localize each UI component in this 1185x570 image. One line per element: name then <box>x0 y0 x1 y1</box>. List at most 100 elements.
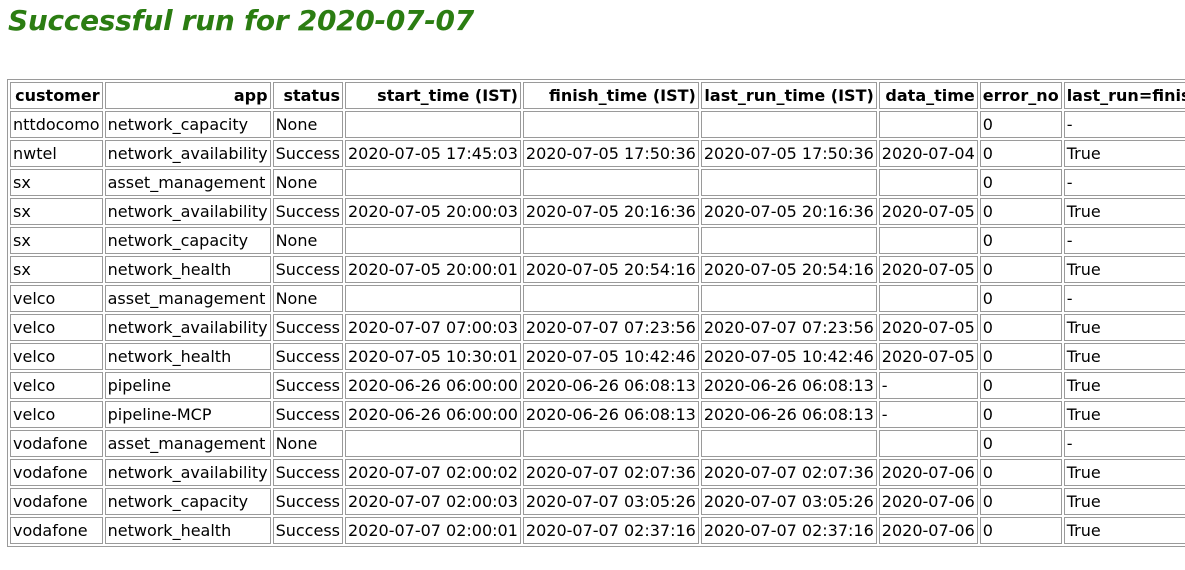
cell-finish-time: 2020-07-05 17:50:36 <box>522 140 699 167</box>
cell-error-no: 0 <box>979 256 1062 283</box>
table-header-row: customer app status start_time (IST) fin… <box>10 82 1185 109</box>
cell-status: Success <box>272 314 343 341</box>
cell-last-run-time: 2020-07-05 20:54:16 <box>700 256 877 283</box>
table-row: sx network_capacity None 0- <box>10 227 1185 254</box>
cell-status: None <box>272 285 343 312</box>
cell-status: Success <box>272 459 343 486</box>
cell-app: asset_management <box>104 169 271 196</box>
cell-data-time: - <box>878 401 978 428</box>
run-status-table: customer app status start_time (IST) fin… <box>7 79 1185 547</box>
cell-data-time <box>878 111 978 138</box>
cell-finish-time <box>522 111 699 138</box>
cell-last-run-time <box>700 430 877 457</box>
cell-finish-time: 2020-07-07 03:05:26 <box>522 488 699 515</box>
cell-start-time <box>344 169 521 196</box>
table-row: vodafone network_availability Success 2020-… <box>10 459 1185 486</box>
cell-start-time: 2020-07-05 20:00:01 <box>344 256 521 283</box>
cell-last-run-finish: True <box>1063 256 1185 283</box>
cell-customer: sx <box>10 169 103 196</box>
cell-last-run-finish: True <box>1063 314 1185 341</box>
table-row: velco network_availability Success 2020-07-… <box>10 314 1185 341</box>
table-row: sx asset_management None 0- <box>10 169 1185 196</box>
cell-start-time: 2020-07-07 02:00:01 <box>344 517 521 544</box>
table-row: vodafone network_health Success 2020-07-07 … <box>10 517 1185 544</box>
cell-last-run-time: 2020-07-05 17:50:36 <box>700 140 877 167</box>
cell-start-time: 2020-06-26 06:00:00 <box>344 401 521 428</box>
cell-start-time: 2020-06-26 06:00:00 <box>344 372 521 399</box>
cell-customer: sx <box>10 256 103 283</box>
cell-error-no: 0 <box>979 401 1062 428</box>
header-last-run-finish: last_run=finish <box>1063 82 1185 109</box>
cell-finish-time <box>522 169 699 196</box>
cell-finish-time: 2020-07-05 10:42:46 <box>522 343 699 370</box>
header-data-time: data_time <box>878 82 978 109</box>
cell-last-run-time: 2020-06-26 06:08:13 <box>700 372 877 399</box>
cell-last-run-finish: True <box>1063 140 1185 167</box>
cell-finish-time <box>522 430 699 457</box>
cell-status: None <box>272 111 343 138</box>
cell-last-run-finish: - <box>1063 285 1185 312</box>
cell-error-no: 0 <box>979 140 1062 167</box>
header-status: status <box>272 82 343 109</box>
cell-finish-time <box>522 285 699 312</box>
cell-app: network_availability <box>104 459 271 486</box>
cell-status: Success <box>272 517 343 544</box>
table-row: vodafone network_capacity Success 2020-07-0… <box>10 488 1185 515</box>
cell-last-run-time: 2020-07-07 03:05:26 <box>700 488 877 515</box>
cell-last-run-finish: True <box>1063 517 1185 544</box>
cell-error-no: 0 <box>979 343 1062 370</box>
header-app: app <box>104 82 271 109</box>
cell-customer: vodafone <box>10 517 103 544</box>
cell-last-run-time: 2020-07-05 20:16:36 <box>700 198 877 225</box>
cell-last-run-finish: - <box>1063 111 1185 138</box>
cell-customer: velco <box>10 314 103 341</box>
table-row: sx network_health Success 2020-07-05 20:00:… <box>10 256 1185 283</box>
cell-data-time: - <box>878 372 978 399</box>
cell-data-time <box>878 285 978 312</box>
cell-status: Success <box>272 198 343 225</box>
cell-app: pipeline <box>104 372 271 399</box>
cell-app: pipeline-MCP <box>104 401 271 428</box>
cell-start-time: 2020-07-07 02:00:02 <box>344 459 521 486</box>
cell-start-time: 2020-07-05 17:45:03 <box>344 140 521 167</box>
cell-last-run-finish: - <box>1063 430 1185 457</box>
cell-app: network_health <box>104 343 271 370</box>
cell-status: Success <box>272 372 343 399</box>
cell-data-time: 2020-07-05 <box>878 256 978 283</box>
cell-finish-time: 2020-07-07 02:37:16 <box>522 517 699 544</box>
cell-last-run-time <box>700 227 877 254</box>
cell-last-run-time: 2020-07-07 02:07:36 <box>700 459 877 486</box>
header-customer: customer <box>10 82 103 109</box>
cell-error-no: 0 <box>979 169 1062 196</box>
cell-last-run-time <box>700 169 877 196</box>
cell-customer: sx <box>10 198 103 225</box>
cell-customer: nwtel <box>10 140 103 167</box>
cell-finish-time: 2020-07-05 20:16:36 <box>522 198 699 225</box>
cell-last-run-finish: True <box>1063 343 1185 370</box>
cell-data-time: 2020-07-06 <box>878 488 978 515</box>
cell-customer: velco <box>10 401 103 428</box>
cell-last-run-time: 2020-07-07 02:37:16 <box>700 517 877 544</box>
cell-start-time: 2020-07-05 20:00:03 <box>344 198 521 225</box>
cell-start-time: 2020-07-07 07:00:03 <box>344 314 521 341</box>
cell-customer: nttdocomo <box>10 111 103 138</box>
cell-app: network_health <box>104 517 271 544</box>
cell-finish-time: 2020-07-07 07:23:56 <box>522 314 699 341</box>
table-row: velco pipeline Success 2020-06-26 06:00:00 2… <box>10 372 1185 399</box>
cell-status: Success <box>272 401 343 428</box>
table-row: vodafone asset_management None 0- <box>10 430 1185 457</box>
table-row: velco pipeline-MCP Success 2020-06-26 06:00… <box>10 401 1185 428</box>
cell-data-time <box>878 227 978 254</box>
cell-error-no: 0 <box>979 285 1062 312</box>
cell-last-run-finish: True <box>1063 459 1185 486</box>
cell-last-run-finish: True <box>1063 198 1185 225</box>
table-body: nttdocomo network_capacity None 0- nwtel netw… <box>10 111 1185 544</box>
cell-start-time <box>344 285 521 312</box>
cell-last-run-time: 2020-07-07 07:23:56 <box>700 314 877 341</box>
cell-start-time <box>344 227 521 254</box>
cell-start-time <box>344 111 521 138</box>
cell-finish-time <box>522 227 699 254</box>
cell-error-no: 0 <box>979 314 1062 341</box>
cell-error-no: 0 <box>979 430 1062 457</box>
cell-finish-time: 2020-07-05 20:54:16 <box>522 256 699 283</box>
